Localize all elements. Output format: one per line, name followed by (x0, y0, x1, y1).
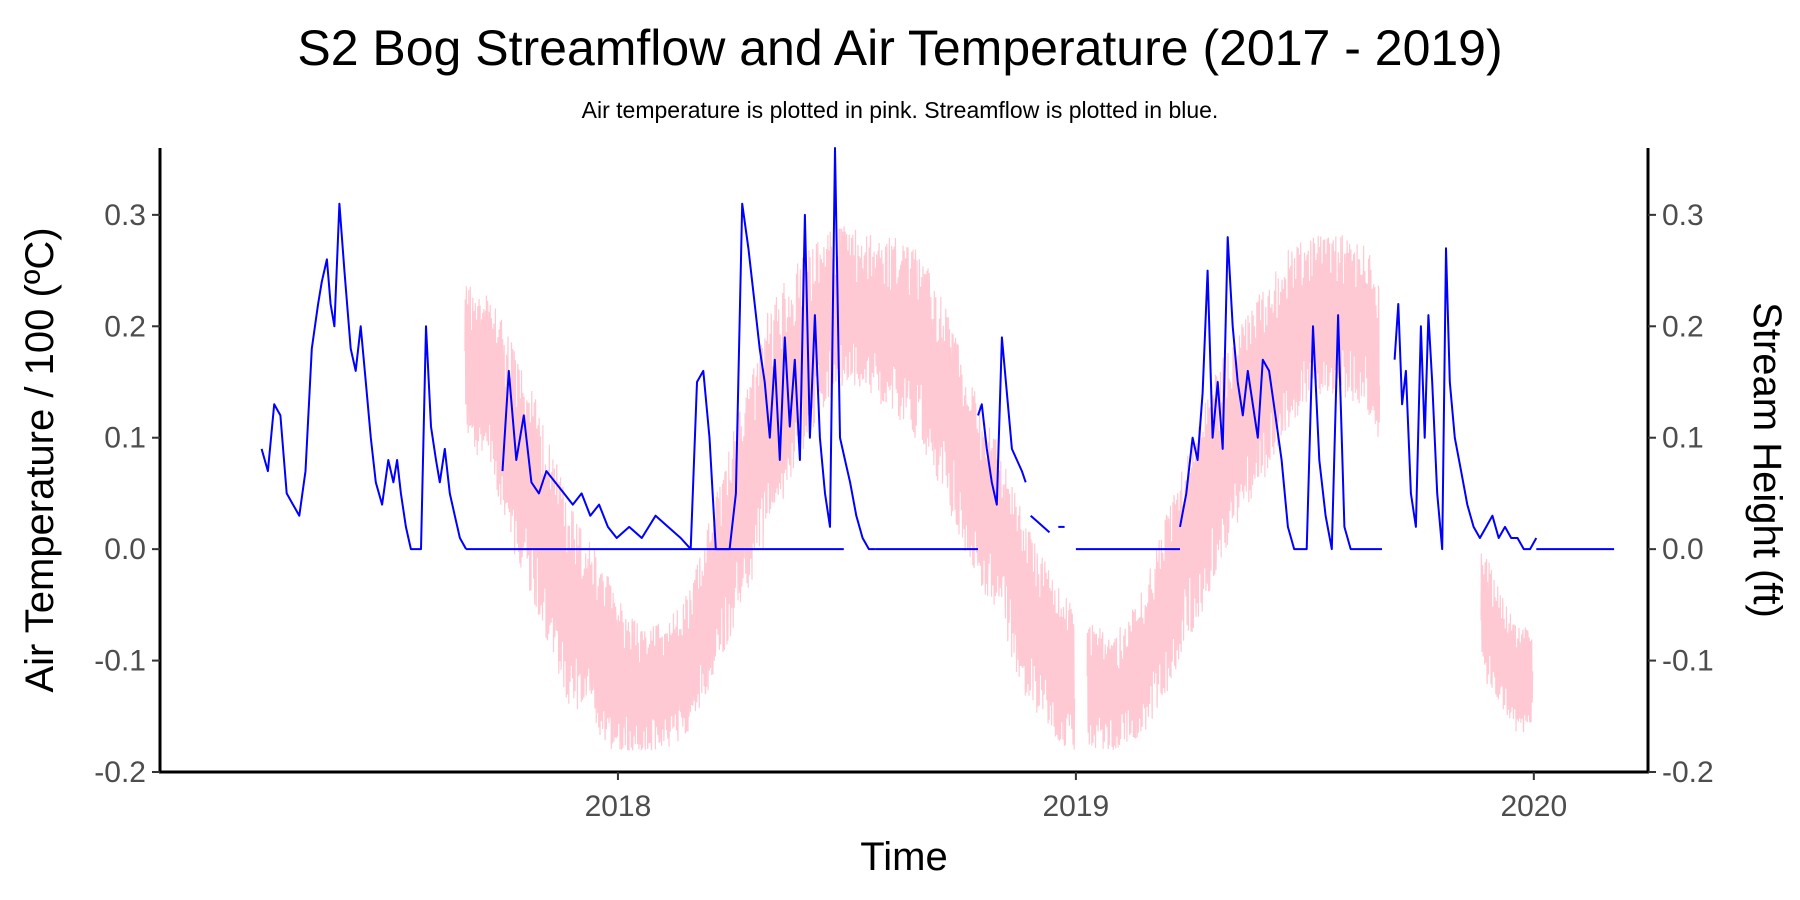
y-axis-right-label: Stream Height (ft) (1745, 302, 1789, 618)
y-tick-label-left-0: -0.2 (94, 756, 146, 789)
y-axis-left-label: Air Temperature / 100 (ºC) (18, 227, 62, 692)
y-tick-label-right-1: -0.1 (1662, 645, 1714, 678)
x-tick-label-1: 2019 (1043, 790, 1110, 823)
y-tick-label-right-0: -0.2 (1662, 756, 1714, 789)
y-tick-label-right-5: 0.3 (1662, 199, 1704, 232)
streamflow-segment-9 (1179, 236, 1382, 551)
air-temperature-segment-1 (1086, 235, 1381, 750)
x-tick-label-2: 2020 (1500, 790, 1567, 823)
y-tick-label-left-4: 0.2 (104, 310, 146, 343)
axes: -0.2 -0.2 -0.1 -0.1 0.0 0.0 0.1 0.1 0.2 0.2 0.3 0.3… (94, 148, 1714, 823)
streamflow-segment-2 (501, 369, 692, 550)
y-tick-label-left-2: 0.0 (104, 533, 146, 566)
x-axis-label: Time (860, 835, 947, 879)
streamflow-segment-0 (260, 202, 467, 551)
y-tick-label-right-4: 0.2 (1662, 310, 1704, 343)
x-tick-label-0: 2018 (585, 790, 652, 823)
y-tick-label-left-3: 0.1 (104, 422, 146, 455)
streamflow-segment-10 (1393, 247, 1538, 551)
streamflow-segment-5 (977, 336, 1027, 506)
chart-subtitle: Air temperature is plotted in pink. Stre… (581, 97, 1219, 123)
streamflow-segment-3 (689, 147, 876, 551)
y-tick-label-left-1: -0.1 (94, 645, 146, 678)
air-temperature-segment-2 (1480, 553, 1534, 733)
chart-title: S2 Bog Streamflow and Air Temperature (2… (297, 20, 1503, 76)
y-tick-label-right-2: 0.0 (1662, 533, 1704, 566)
y-tick-label-right-3: 0.1 (1662, 422, 1704, 455)
air-temperature-segment-0 (464, 226, 1076, 751)
streamflow-segment-6 (1030, 514, 1051, 534)
y-tick-label-left-5: 0.3 (104, 199, 146, 232)
streamflow-series (260, 147, 1615, 551)
air-temperature-series (464, 226, 1534, 751)
